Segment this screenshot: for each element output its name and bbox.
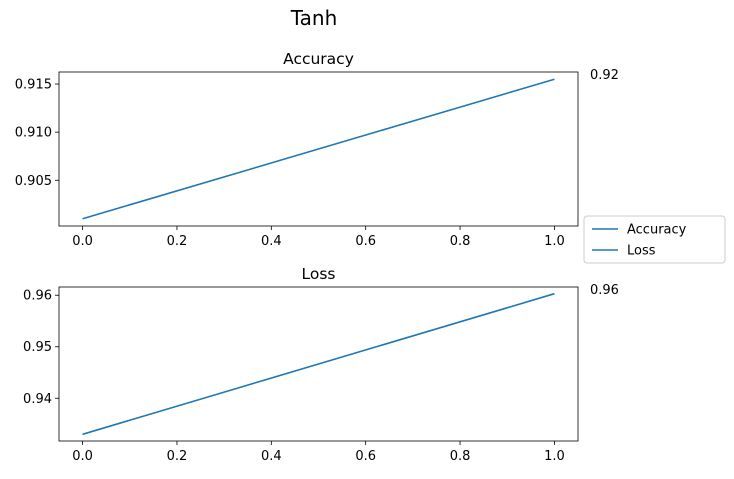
end-value-label: 0.92 xyxy=(590,68,619,83)
axes-frame xyxy=(58,71,579,227)
legend-box xyxy=(583,215,726,264)
y-tick-label: 0.910 xyxy=(15,126,52,141)
chart-suptitle: Tanh xyxy=(290,6,338,30)
series-line-accuracy xyxy=(82,78,555,220)
x-tick-label: 0.2 xyxy=(167,449,188,464)
subplot-accuracy: Accuracy 0.0 0.2 0.4 0.6 0.8 1.0 0.905 0.910 0.91… xyxy=(15,50,619,249)
end-value-label: 0.96 xyxy=(590,283,619,298)
y-tick-label: 0.915 xyxy=(15,78,52,93)
y-tick-label: 0.94 xyxy=(23,392,52,407)
x-tick-label: 0.4 xyxy=(261,449,282,464)
x-tick-label: 0.0 xyxy=(72,449,93,464)
x-tick-label: 0.8 xyxy=(450,234,471,249)
legend-entry-label: Loss xyxy=(627,244,656,259)
x-tick-label: 0.8 xyxy=(450,449,471,464)
y-tick-label: 0.905 xyxy=(15,174,52,189)
subplot-title: Loss xyxy=(302,265,336,283)
legend-entry-label: Accuracy xyxy=(627,223,687,238)
x-tick-label: 0.2 xyxy=(167,234,188,249)
x-tick-label: 0.0 xyxy=(72,234,93,249)
subplot-loss: Loss 0.0 0.2 0.4 0.6 0.8 1.0 0.94 0.95 0.96 0.96 xyxy=(23,265,619,464)
x-tick-label: 0.6 xyxy=(355,449,376,464)
x-tick-label: 1.0 xyxy=(544,449,565,464)
x-tick-label: 0.4 xyxy=(261,234,282,249)
x-tick-label: 0.6 xyxy=(355,234,376,249)
subplots-group: Accuracy 0.0 0.2 0.4 0.6 0.8 1.0 0.905 0.910 0.91… xyxy=(15,50,619,464)
legend: Accuracy Loss xyxy=(583,215,726,264)
y-tick-label: 0.95 xyxy=(23,340,52,355)
axes-frame xyxy=(58,286,579,442)
y-tick-label: 0.96 xyxy=(23,289,52,304)
series-line-loss xyxy=(82,292,555,436)
x-tick-label: 1.0 xyxy=(544,234,565,249)
subplot-title: Accuracy xyxy=(283,50,354,68)
